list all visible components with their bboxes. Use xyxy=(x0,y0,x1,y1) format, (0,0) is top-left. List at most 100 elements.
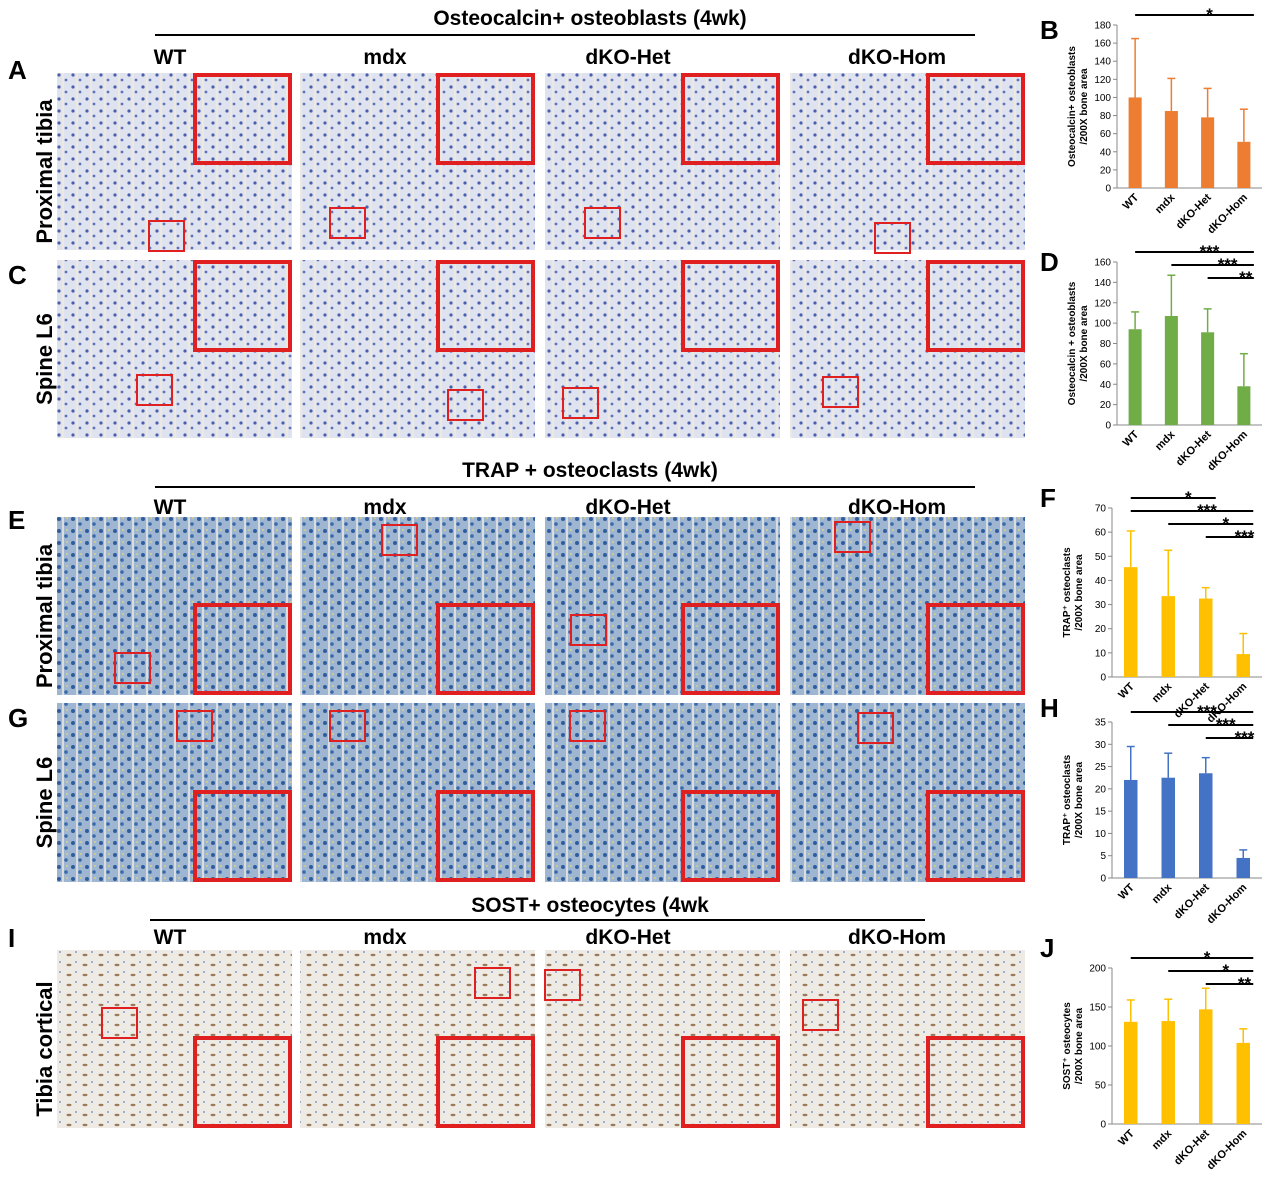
significance-label: *** xyxy=(1235,728,1255,747)
bar xyxy=(1124,1022,1138,1124)
zoom-inset xyxy=(195,792,290,880)
panel-letter: G xyxy=(8,703,28,733)
zoom-inset xyxy=(683,1038,778,1126)
column-label: dKO-Het xyxy=(585,46,670,69)
significance-label: * xyxy=(1222,961,1229,980)
bar xyxy=(1165,111,1178,188)
bar xyxy=(1162,596,1176,677)
y-tick-label: 200 xyxy=(1089,964,1106,975)
panel-letter: D xyxy=(1040,247,1059,277)
x-tick-label: mdx xyxy=(1153,428,1178,453)
y-tick-label: 60 xyxy=(1095,528,1107,539)
y-axis-label: Osteocalcin + osteoblasts xyxy=(1067,281,1078,405)
row-label: Spine L6 xyxy=(32,313,57,405)
row-label: Tibia cortical xyxy=(32,981,57,1116)
panel-letter: J xyxy=(1040,933,1054,963)
y-tick-label: 160 xyxy=(1094,258,1111,269)
x-tick-label: dKO-Hom xyxy=(1205,428,1250,473)
y-tick-label: 20 xyxy=(1100,165,1112,176)
y-tick-label: 50 xyxy=(1095,552,1107,563)
y-tick-label: 50 xyxy=(1095,1081,1107,1092)
y-tick-label: 20 xyxy=(1095,784,1107,795)
zoom-inset xyxy=(928,605,1023,693)
zoom-inset xyxy=(438,605,533,693)
bar xyxy=(1237,1043,1251,1124)
y-tick-label: 25 xyxy=(1095,762,1107,773)
zoom-inset xyxy=(195,75,290,163)
zoom-inset xyxy=(928,262,1023,350)
y-tick-label: 20 xyxy=(1095,624,1107,635)
y-tick-label: 70 xyxy=(1095,504,1107,515)
zoom-inset xyxy=(928,75,1023,163)
column-label: dKO-Hom xyxy=(848,46,946,69)
zoom-inset xyxy=(683,262,778,350)
zoom-inset xyxy=(438,75,533,163)
y-tick-label: 60 xyxy=(1100,359,1112,370)
bar xyxy=(1237,142,1250,188)
bar xyxy=(1237,386,1250,425)
y-tick-label: 120 xyxy=(1094,298,1111,309)
y-tick-label: 120 xyxy=(1094,75,1111,86)
section-title: Osteocalcin+ osteoblasts (4wk) xyxy=(433,7,746,30)
column-label: WT xyxy=(154,46,187,69)
y-tick-label: 0 xyxy=(1105,184,1111,195)
panel-letter: H xyxy=(1040,693,1059,723)
y-tick-label: 80 xyxy=(1100,111,1112,122)
column-label: WT xyxy=(154,496,187,519)
x-tick-label: WT xyxy=(1116,680,1137,701)
column-label: mdx xyxy=(363,496,407,519)
y-tick-label: 20 xyxy=(1100,400,1112,411)
y-tick-label: 100 xyxy=(1089,1042,1106,1053)
x-tick-label: WT xyxy=(1116,881,1137,902)
significance-label: * xyxy=(1222,514,1229,533)
column-label: dKO-Het xyxy=(585,926,670,949)
bar xyxy=(1129,97,1142,188)
bar xyxy=(1129,329,1142,425)
panel-letter: C xyxy=(8,260,27,290)
significance-label: ** xyxy=(1238,974,1252,993)
zoom-inset xyxy=(195,1038,290,1126)
bar xyxy=(1165,316,1178,425)
column-label: WT xyxy=(154,926,187,949)
y-tick-label: 0 xyxy=(1100,874,1106,885)
y-axis-label: Osteocalcin+ osteoblasts xyxy=(1067,46,1078,167)
significance-label: *** xyxy=(1197,702,1217,721)
significance-label: *** xyxy=(1216,715,1236,734)
y-axis-label: /200X bone area xyxy=(1079,305,1090,382)
panel-letter: F xyxy=(1040,483,1056,513)
y-tick-label: 15 xyxy=(1095,807,1107,818)
y-axis-label: TRAP⁺ osteoclasts xyxy=(1062,754,1073,845)
column-label: dKO-Het xyxy=(585,496,670,519)
y-tick-label: 35 xyxy=(1095,718,1107,729)
x-tick-label: mdx xyxy=(1153,191,1178,216)
y-tick-label: 160 xyxy=(1094,39,1111,50)
zoom-inset xyxy=(683,792,778,880)
bar xyxy=(1199,1009,1213,1124)
y-tick-label: 0 xyxy=(1100,673,1106,684)
significance-label: * xyxy=(1185,488,1192,507)
y-tick-label: 80 xyxy=(1100,339,1112,350)
zoom-inset xyxy=(683,605,778,693)
y-tick-label: 10 xyxy=(1095,829,1107,840)
bar xyxy=(1162,778,1176,878)
y-tick-label: 5 xyxy=(1100,851,1106,862)
y-axis-label: /200X bone area xyxy=(1074,1007,1085,1084)
y-tick-label: 100 xyxy=(1094,93,1111,104)
x-tick-label: mdx xyxy=(1150,680,1175,705)
bar xyxy=(1124,780,1138,878)
y-tick-label: 140 xyxy=(1094,278,1111,289)
panel-letter: B xyxy=(1040,15,1059,45)
x-tick-label: mdx xyxy=(1150,881,1175,906)
y-tick-label: 40 xyxy=(1095,576,1107,587)
section-title: SOST+ osteocytes (4wk xyxy=(471,894,709,917)
bar xyxy=(1237,858,1251,878)
y-tick-label: 30 xyxy=(1095,740,1107,751)
zoom-inset xyxy=(195,605,290,693)
y-tick-label: 30 xyxy=(1095,600,1107,611)
zoom-inset xyxy=(438,1038,533,1126)
y-tick-label: 0 xyxy=(1105,421,1111,432)
x-tick-label: WT xyxy=(1116,1127,1137,1148)
x-tick-label: WT xyxy=(1121,191,1142,212)
y-axis-label: /200X bone area xyxy=(1079,68,1090,145)
figure: Osteocalcin+ osteoblasts (4wk) WT mdx dKO-H… xyxy=(0,0,1274,1183)
